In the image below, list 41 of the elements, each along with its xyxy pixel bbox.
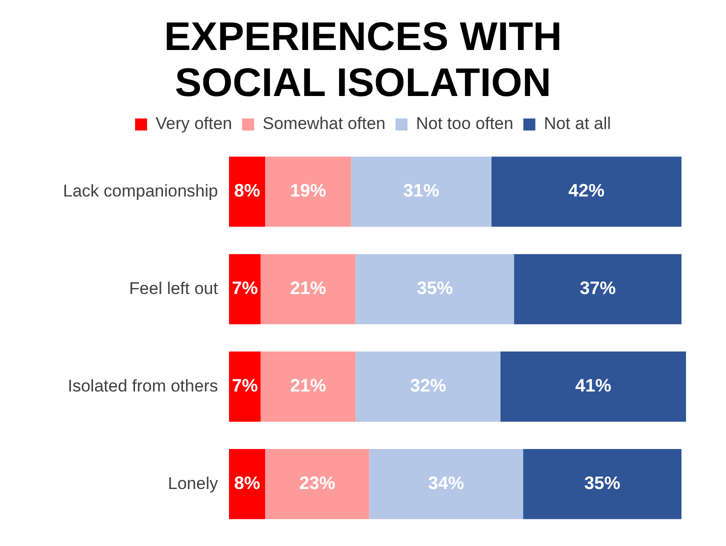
bar <box>514 254 682 324</box>
bar <box>523 448 682 520</box>
data-label: 7% <box>232 278 258 298</box>
data-label: 21% <box>290 278 326 298</box>
bar <box>228 352 261 422</box>
bar <box>265 448 370 520</box>
data-label: 8% <box>234 473 260 494</box>
data-label: 35% <box>584 473 620 494</box>
bar <box>500 352 686 422</box>
data-label: 41% <box>575 376 612 396</box>
legend-label: Not too often <box>416 114 514 134</box>
data-label: 19% <box>290 180 326 201</box>
y-tick-label: Feel left out <box>129 278 218 298</box>
bar <box>260 352 356 422</box>
data-label: 21% <box>290 376 326 396</box>
legend-label: Somewhat often <box>262 114 386 134</box>
bar <box>228 448 266 520</box>
legend-label: Not at all <box>544 114 611 134</box>
bar <box>228 156 266 227</box>
data-label: 23% <box>299 473 336 494</box>
bar <box>265 156 352 227</box>
legend-label: Very often <box>156 114 232 134</box>
data-label: 32% <box>410 376 446 396</box>
data-label: 31% <box>403 180 440 201</box>
data-label: 37% <box>580 278 616 298</box>
y-tick-label: Lack companionship <box>63 181 218 200</box>
bar <box>491 156 682 227</box>
bar <box>356 352 500 422</box>
bar <box>351 156 492 227</box>
data-label: 34% <box>428 473 464 494</box>
data-label: 8% <box>234 180 260 201</box>
bar <box>369 448 524 520</box>
bar <box>356 254 514 324</box>
data-label: 7% <box>232 376 258 396</box>
bar <box>228 254 261 324</box>
y-tick-label: Lonely <box>168 474 218 493</box>
bar <box>260 254 356 324</box>
data-label: 35% <box>416 278 453 298</box>
y-tick-label: Isolated from others <box>68 376 218 396</box>
data-label: 42% <box>568 180 604 201</box>
chart-title: EXPERIENCES WITH SOCIAL ISOLATION <box>163 14 563 106</box>
